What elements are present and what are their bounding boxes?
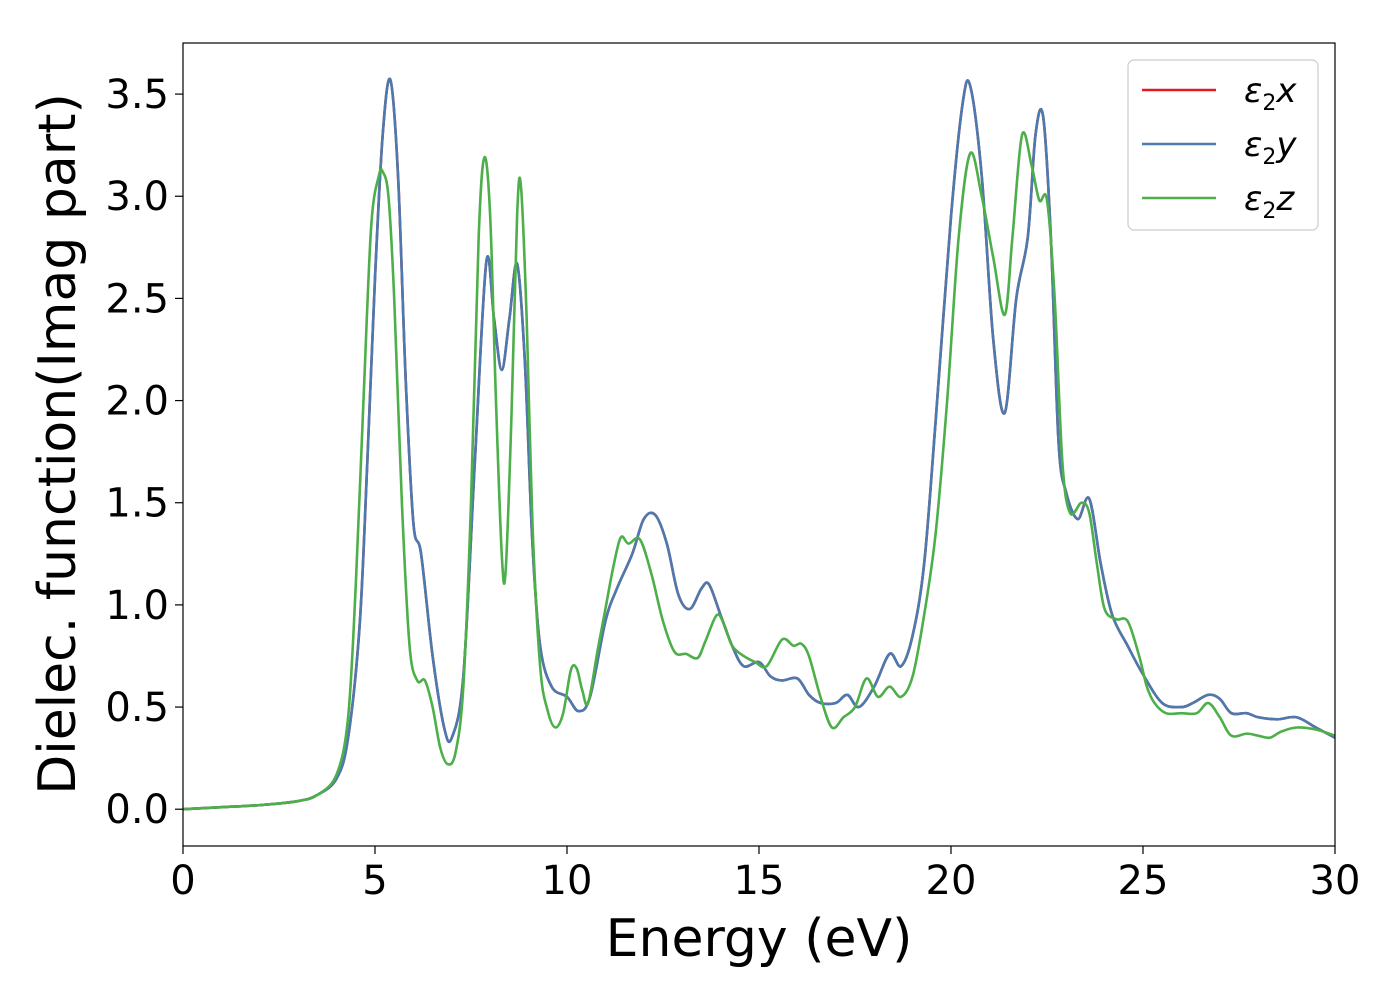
y-tick-label: 2.0 <box>105 379 169 425</box>
y-tick-label: 1.5 <box>105 481 169 527</box>
x-tick-label: 25 <box>1118 858 1169 904</box>
legend-label-tail: y <box>1275 125 1297 165</box>
x-axis-label: Energy (eV) <box>606 909 913 969</box>
legend-label-subscript: 2 <box>1262 91 1276 116</box>
legend-label-subscript: 2 <box>1262 145 1276 170</box>
legend-label-base: ε <box>1244 179 1262 219</box>
series-line-z <box>183 131 1335 811</box>
legend-label-z: ε2z <box>1244 179 1295 224</box>
x-tick-label: 0 <box>170 858 195 904</box>
x-tick-label: 20 <box>926 858 977 904</box>
x-tick-label: 5 <box>362 858 387 904</box>
y-tick-label: 0.0 <box>105 787 169 833</box>
y-tick-label: 3.0 <box>105 174 169 220</box>
legend-label-base: ε <box>1244 125 1262 165</box>
y-axis-label: Dielec. function(Imag part) <box>28 93 88 795</box>
y-axis: 0.0 0.5 1.0 1.5 2.0 2.5 3.0 3.5 <box>105 72 183 833</box>
x-tick-label: 10 <box>542 858 593 904</box>
legend-label-y: ε2y <box>1244 125 1297 170</box>
y-tick-label: 3.5 <box>105 72 169 118</box>
y-tick-label: 2.5 <box>105 276 169 322</box>
y-tick-label: 0.5 <box>105 685 169 731</box>
legend-label-tail: x <box>1275 71 1297 111</box>
legend-label-tail: z <box>1275 179 1295 219</box>
legend-box <box>1127 59 1319 231</box>
x-tick-label: 30 <box>1310 858 1361 904</box>
x-tick-label: 15 <box>734 858 785 904</box>
series-layer <box>183 77 1335 811</box>
legend-label-x: ε2x <box>1244 71 1297 116</box>
y-tick-label: 1.0 <box>105 583 169 629</box>
legend-label-base: ε <box>1244 71 1262 111</box>
x-axis: 0 5 10 15 20 25 30 <box>170 846 1360 904</box>
legend-label-subscript: 2 <box>1262 199 1276 224</box>
